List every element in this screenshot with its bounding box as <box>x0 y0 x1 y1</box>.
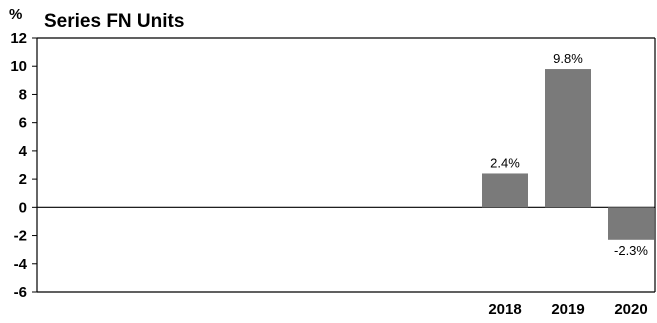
data-label-2020: -2.3% <box>614 243 648 258</box>
y-tick-label: 2 <box>19 171 27 188</box>
bar-2018 <box>482 173 528 208</box>
chart-title: Series FN Units <box>44 11 184 32</box>
y-tick-label: 6 <box>19 115 27 132</box>
data-label-2018: 2.4% <box>490 155 520 170</box>
x-tick-label-2018: 2018 <box>488 301 521 318</box>
y-tick-label: -6 <box>14 284 27 301</box>
plot-area: 12 10 8 6 4 2 0 -2 -4 -6 2.4% 2018 9.8% 2019 -2.3% 2020 <box>10 30 656 318</box>
y-tick-label: -2 <box>14 228 27 245</box>
bar-2019 <box>545 69 591 208</box>
x-tick-label-2020: 2020 <box>614 301 647 318</box>
y-unit-label: % <box>9 6 22 23</box>
bar-2020 <box>608 207 654 240</box>
y-tick-label: 0 <box>19 199 27 216</box>
y-tick-label: 10 <box>10 58 27 75</box>
x-tick-label-2019: 2019 <box>551 301 584 318</box>
y-tick-label: 8 <box>19 86 27 103</box>
data-label-2019: 9.8% <box>553 51 583 66</box>
y-tick-label: 12 <box>10 30 27 47</box>
y-tick-label: 4 <box>19 143 28 160</box>
y-tick-label: -4 <box>14 256 28 273</box>
